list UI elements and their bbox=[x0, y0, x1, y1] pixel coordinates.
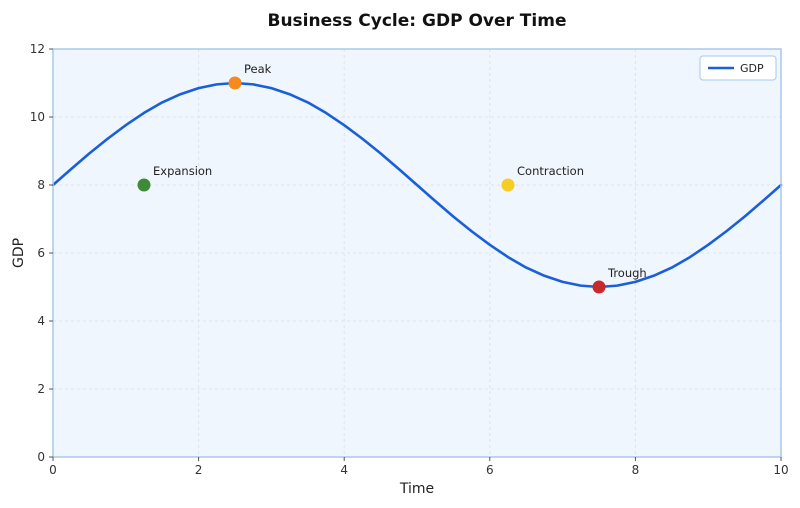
y-tick-label: 2 bbox=[37, 382, 45, 396]
annotation-layer: Expansion Peak Contraction Trough bbox=[137, 62, 647, 294]
x-tick-label: 2 bbox=[195, 463, 203, 477]
x-axis-label: Time bbox=[399, 481, 434, 497]
x-tick-label: 4 bbox=[340, 463, 348, 477]
marker-trough bbox=[592, 280, 606, 294]
x-tick-label: 8 bbox=[632, 463, 640, 477]
y-tick-label: 8 bbox=[37, 178, 45, 192]
x-tick-label: 6 bbox=[486, 463, 494, 477]
marker-expansion bbox=[137, 178, 151, 192]
x-tick-label: 0 bbox=[49, 463, 57, 477]
y-axis-ticks: 0 2 4 6 8 10 12 bbox=[30, 42, 53, 464]
legend-label-gdp: GDP bbox=[740, 62, 764, 75]
x-tick-label: 10 bbox=[773, 463, 788, 477]
annotation-expansion: Expansion bbox=[153, 164, 212, 178]
annotation-contraction: Contraction bbox=[517, 164, 584, 178]
y-tick-label: 12 bbox=[30, 42, 45, 56]
x-axis-ticks: 0 2 4 6 8 10 bbox=[49, 457, 789, 477]
y-tick-label: 0 bbox=[37, 450, 45, 464]
series-layer bbox=[51, 81, 783, 289]
y-tick-label: 10 bbox=[30, 110, 45, 124]
marker-contraction bbox=[501, 178, 515, 192]
y-tick-label: 4 bbox=[37, 314, 45, 328]
annotation-trough: Trough bbox=[607, 266, 647, 280]
legend-box bbox=[699, 55, 777, 81]
y-axis-label: GDP bbox=[11, 238, 27, 268]
chart-title: Business Cycle: GDP Over Time bbox=[268, 11, 567, 31]
series-line-gdp bbox=[51, 81, 783, 289]
marker-peak bbox=[228, 76, 242, 90]
legend: GDP bbox=[699, 55, 777, 81]
annotation-peak: Peak bbox=[244, 62, 272, 76]
grid-lines bbox=[53, 49, 781, 457]
y-tick-label: 6 bbox=[37, 246, 45, 260]
